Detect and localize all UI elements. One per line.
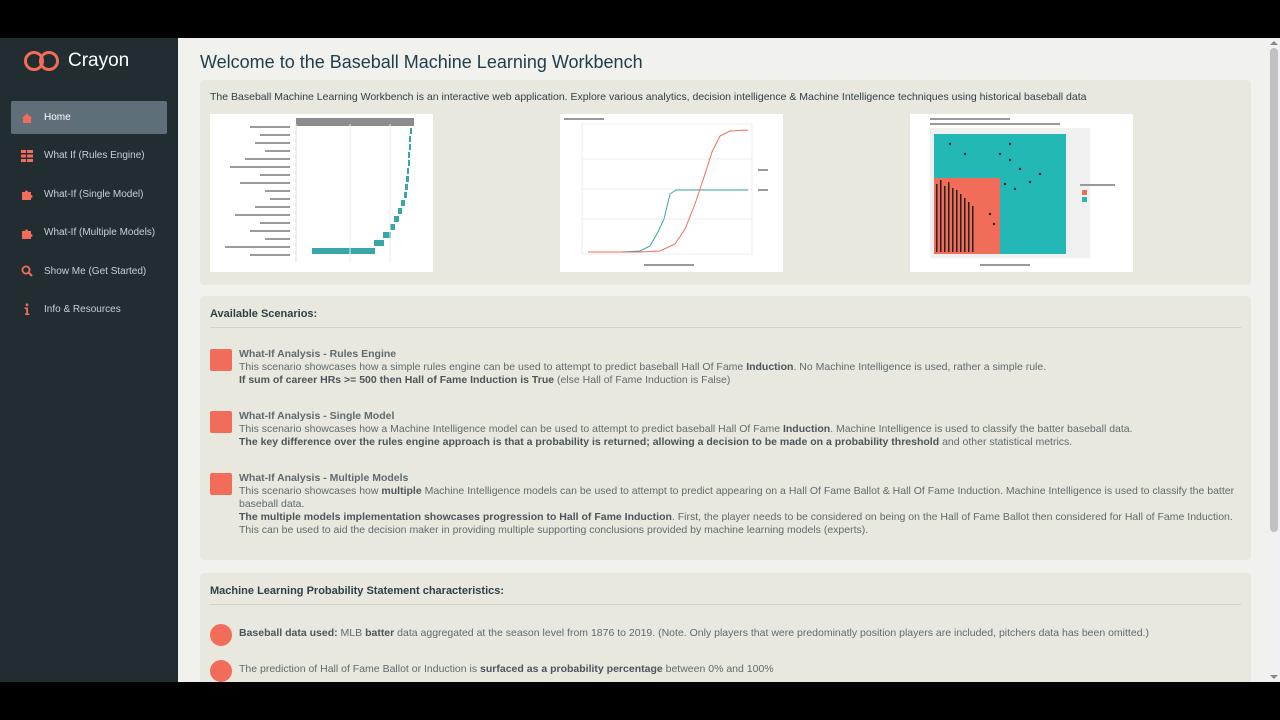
app-window: Crayon Home What If (Rules Engine) What-… (0, 38, 1280, 682)
sidebar-item-label: Show Me (Get Started) (44, 265, 147, 277)
scroll-up-icon[interactable] (1270, 41, 1278, 45)
scroll-down-icon[interactable] (1270, 675, 1278, 679)
scenario-icon (210, 349, 232, 371)
divider (210, 327, 1241, 328)
scenario-description: This scenario showcases how a Machine In… (239, 423, 1133, 435)
variable-response-chart-thumbnail (560, 114, 783, 272)
sidebar-item-multiple-models[interactable]: What-If (Multiple Models) (11, 216, 167, 249)
sidebar-item-single-model[interactable]: What-If (Single Model) (11, 178, 167, 211)
scenario-detail: The key difference over the rules engine… (239, 436, 1073, 448)
scenario-title: What-If Analysis - Rules Engine (239, 348, 397, 360)
sidebar-item-label: Home (44, 112, 71, 123)
home-icon (21, 112, 33, 124)
page-title: Welcome to the Baseball Machine Learning… (200, 52, 643, 72)
main-content: Welcome to the Baseball Machine Learning… (178, 38, 1268, 682)
sidebar-item-rules-engine[interactable]: What If (Rules Engine) (11, 139, 167, 172)
decision-tree-scatter-thumbnail (910, 114, 1133, 272)
search-icon (21, 265, 33, 277)
scenario-detail: If sum of career HRs >= 500 then Hall of… (239, 374, 731, 386)
scenario-icon (210, 473, 232, 495)
sidebar: Crayon Home What If (Rules Engine) What-… (0, 38, 178, 682)
scenario-title: What-If Analysis - Multiple Models (239, 472, 409, 484)
sidebar-item-info[interactable]: Info & Resources (11, 293, 167, 326)
scenario-title: What-If Analysis - Single Model (239, 410, 395, 422)
sidebar-item-home[interactable]: Home (11, 101, 167, 134)
scenario-description: This scenario showcases how a simple rul… (239, 361, 1047, 373)
puzzle-icon (21, 227, 33, 239)
divider (210, 604, 1241, 605)
sidebar-menu: Home What If (Rules Engine) What-If (Sin… (11, 101, 167, 331)
bullet-dot (210, 660, 232, 682)
crayon-logo-icon (24, 51, 59, 71)
bullet-dot (210, 624, 232, 646)
scenarios-title: Available Scenarios: (210, 308, 318, 320)
sidebar-item-label: Info & Resources (44, 303, 121, 315)
intro-text: The Baseball Machine Learning Workbench … (210, 91, 1087, 103)
crayon-logo[interactable]: Crayon (22, 48, 129, 74)
scenario-icon (210, 411, 232, 433)
waterfall-chart-thumbnail (210, 114, 433, 272)
characteristics-title: Machine Learning Probability Statement c… (210, 585, 505, 597)
available-scenarios-box: Available Scenarios: What-If Analysis - … (200, 296, 1251, 560)
grid-icon (21, 149, 33, 162)
scenario-description: This scenario showcases how multiple Mac… (239, 485, 1235, 510)
sidebar-item-label: What If (Rules Engine) (44, 150, 145, 162)
vertical-scrollbar[interactable] (1268, 38, 1280, 682)
logo-text: Crayon (68, 50, 130, 71)
scrollbar-thumb[interactable] (1270, 48, 1278, 532)
scenario-detail: The multiple models implementation showc… (239, 511, 1233, 536)
sidebar-item-show-me[interactable]: Show Me (Get Started) (11, 255, 167, 288)
sidebar-item-label: What-If (Single Model) (44, 188, 144, 200)
info-icon (21, 303, 33, 316)
characteristics-box: Machine Learning Probability Statement c… (200, 573, 1251, 682)
intro-box: The Baseball Machine Learning Workbench … (200, 80, 1251, 285)
sidebar-item-label: What-If (Multiple Models) (44, 227, 156, 239)
puzzle-icon (21, 188, 33, 201)
